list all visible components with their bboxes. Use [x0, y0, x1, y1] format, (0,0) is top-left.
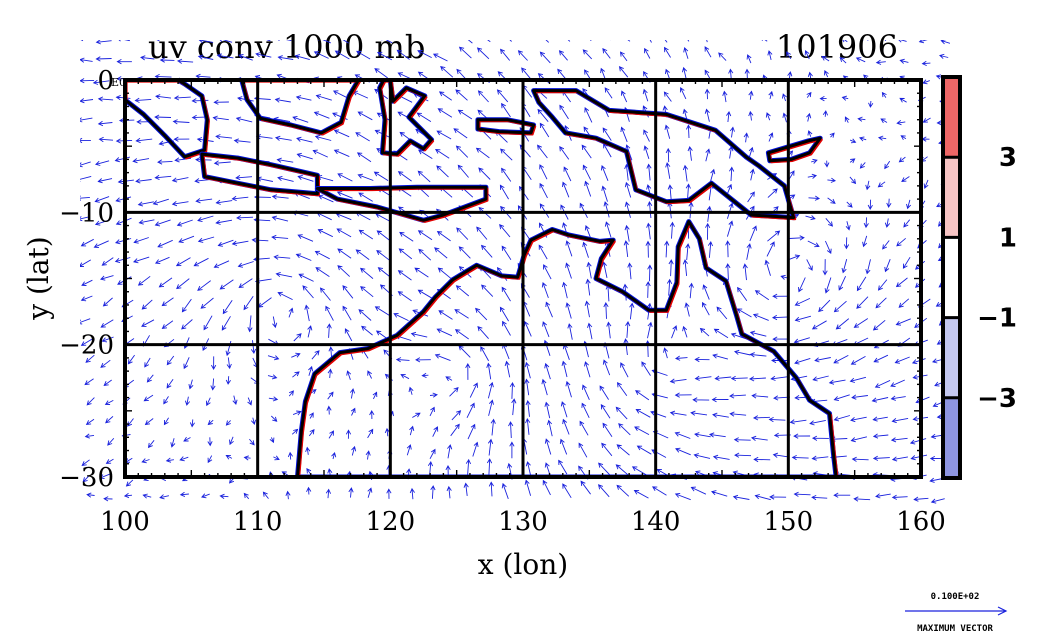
- x-tick-label: 100: [100, 507, 150, 537]
- landmass-new-britain: [765, 135, 823, 164]
- reference-vector-arrowhead: [997, 606, 1008, 616]
- colorbar-frame: [941, 75, 962, 480]
- landmass-layer: [125, 80, 839, 477]
- reference-vector-value: 0.100E+02: [931, 592, 980, 602]
- chart-timestamp: 101906: [776, 28, 898, 66]
- x-axis-label: x (lon): [478, 548, 568, 581]
- x-tick-label: 130: [498, 507, 548, 537]
- y-tick-label: 0: [97, 66, 114, 96]
- x-tick-label: 110: [233, 507, 283, 537]
- x-tick-label: 160: [896, 507, 946, 537]
- chart-title: uv conv 1000 mb: [148, 28, 425, 66]
- colorbar-level-label: −3: [977, 384, 1017, 414]
- landmass-australia: [295, 219, 839, 477]
- colorbar-band: [943, 397, 960, 478]
- colorbar: [941, 75, 962, 480]
- colorbar-level-label: −1: [977, 304, 1017, 334]
- reference-vector: 0.100E+02 MAXIMUM VECTOR: [905, 592, 1008, 634]
- coastline: [125, 80, 209, 159]
- colorbar-labels: 3 1 −1 −3: [977, 143, 1017, 414]
- axis-ticks: 100 110 120 130 140 150 160 0 −10 −20 −30: [59, 66, 946, 537]
- landmass-java: [199, 151, 320, 197]
- colorbar-level-label: 1: [999, 223, 1017, 253]
- coastline: [200, 152, 319, 196]
- x-tick-label: 120: [366, 507, 416, 537]
- y-axis-label: y (lat): [22, 236, 55, 320]
- grid-lines: [123, 78, 923, 479]
- corner-label: E0: [111, 76, 126, 89]
- coastline: [476, 118, 536, 135]
- positive-convergence-contour: [298, 222, 839, 477]
- x-tick-label: 140: [631, 507, 681, 537]
- colorbar-band: [943, 317, 960, 398]
- landmass-maluku: [475, 117, 537, 136]
- coastline: [766, 136, 822, 163]
- colorbar-level-label: 3: [999, 143, 1017, 173]
- coastline: [315, 185, 488, 222]
- landmass-borneo: [239, 80, 362, 136]
- coastline: [532, 89, 796, 220]
- y-tick-label: −10: [59, 198, 114, 228]
- y-tick-label: −20: [59, 331, 114, 361]
- colorbar-band: [943, 157, 960, 238]
- reference-vector-label: MAXIMUM VECTOR: [917, 624, 993, 634]
- x-tick-label: 150: [764, 507, 814, 537]
- colorbar-band: [943, 77, 960, 158]
- positive-convergence-contour: [768, 138, 823, 164]
- landmass-lesser-sunda: [314, 184, 489, 223]
- colorbar-band: [943, 237, 960, 318]
- landmass-new-guinea: [531, 88, 797, 221]
- coastline: [240, 80, 360, 135]
- y-tick-label: −30: [59, 463, 114, 493]
